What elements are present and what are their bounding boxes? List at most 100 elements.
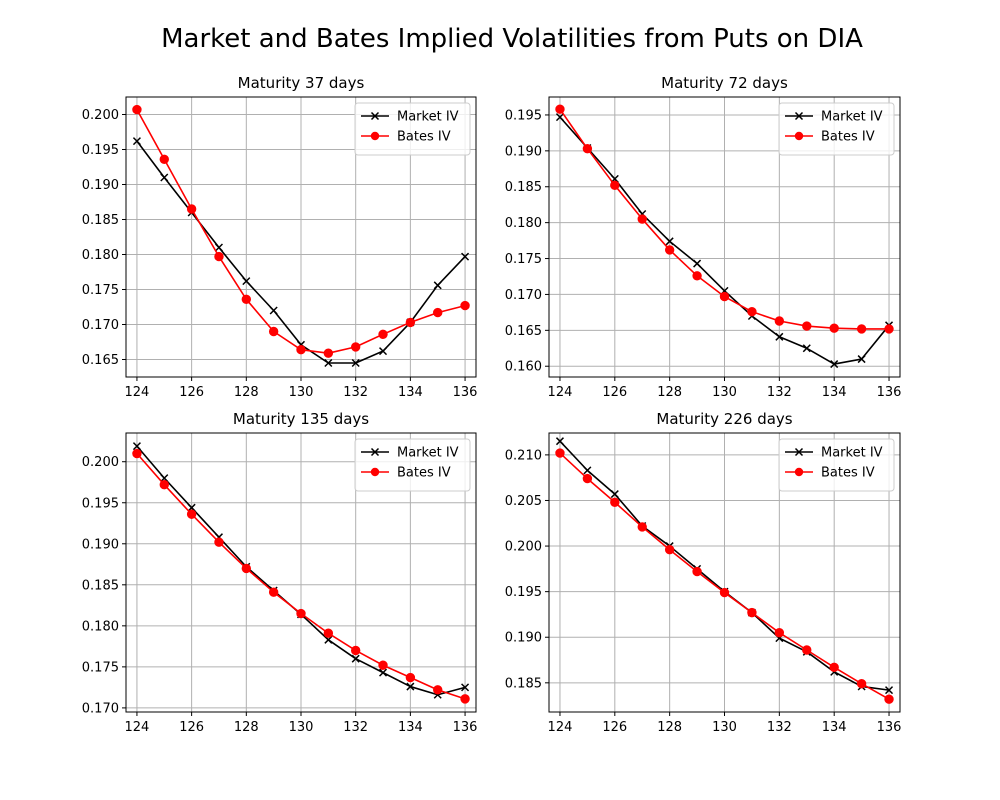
x-tick-label: 128 — [234, 720, 259, 735]
data-point — [802, 321, 812, 331]
series-bates-iv — [132, 448, 470, 704]
x-tick-label: 136 — [877, 720, 902, 735]
x-tick-label: 132 — [343, 720, 368, 735]
y-tick-label: 0.195 — [82, 496, 119, 511]
y-tick-label: 0.180 — [82, 619, 119, 634]
x-tick-label: 132 — [343, 385, 368, 400]
y-tick-label: 0.185 — [82, 213, 119, 228]
data-point — [323, 628, 334, 638]
x-tick-label: 128 — [234, 385, 259, 400]
data-point — [379, 347, 388, 356]
x-tick-label: 130 — [712, 385, 737, 400]
subplots: 124 126 128 130 132 134 136 0.165 0.170 0.175 0.18… — [82, 74, 902, 735]
legend-label: Bates IV — [397, 466, 451, 481]
y-tick-label: 0.175 — [82, 283, 119, 298]
y-tick-label: 0.175 — [505, 252, 542, 267]
data-point — [885, 686, 894, 695]
x-tick-label: 124 — [548, 385, 573, 400]
y-tick-label: 0.195 — [505, 108, 542, 123]
data-point — [774, 316, 785, 326]
data-point — [268, 326, 279, 337]
data-point — [747, 306, 757, 317]
legend-item: Bates IV — [785, 130, 875, 145]
data-point — [160, 474, 169, 483]
x-tick-label: 136 — [453, 385, 478, 400]
subplot-title: Maturity 226 days — [656, 410, 792, 428]
legend: Market IV Bates IV — [354, 438, 471, 492]
data-point — [132, 448, 142, 459]
legend-item: Market IV — [785, 446, 883, 461]
legend-item: Market IV — [785, 110, 883, 125]
data-point — [637, 522, 647, 532]
x-tick-label: 134 — [398, 385, 423, 400]
data-point — [802, 645, 812, 655]
y-tick-label: 0.200 — [82, 108, 119, 123]
data-point — [693, 259, 702, 268]
data-point — [856, 324, 867, 334]
data-point — [351, 654, 360, 663]
legend-marker — [370, 131, 380, 141]
y-tick-label: 0.160 — [505, 360, 542, 375]
axes-frame — [548, 96, 901, 378]
data-point — [350, 645, 361, 656]
data-point — [350, 342, 361, 352]
x-tick-label: 124 — [548, 720, 573, 735]
y-tick-label: 0.180 — [505, 216, 542, 231]
data-point — [775, 332, 784, 341]
data-point — [214, 251, 224, 262]
data-point — [637, 214, 647, 224]
data-point — [351, 358, 360, 368]
data-point — [159, 154, 169, 165]
data-point — [186, 509, 197, 519]
subplot-1: 124 126 128 130 132 134 136 0.165 0.170 0.175 0.18… — [82, 74, 478, 400]
axes-frame — [125, 96, 477, 378]
data-point — [884, 324, 894, 334]
data-point — [719, 587, 730, 598]
y-tick-label: 0.185 — [505, 180, 542, 195]
data-point — [241, 563, 252, 574]
data-point — [829, 323, 839, 333]
data-point — [610, 180, 620, 191]
legend-item: Bates IV — [785, 466, 875, 481]
data-point — [461, 683, 470, 692]
subplot-2: 124 126 128 130 132 134 136 0.160 0.165 0.170 0.17… — [505, 74, 902, 400]
x-tick-label: 130 — [289, 385, 314, 400]
data-point — [884, 694, 894, 704]
data-point — [830, 360, 839, 369]
subplot-title: Maturity 37 days — [238, 74, 365, 92]
data-point — [186, 204, 197, 214]
data-point — [159, 479, 169, 490]
data-point — [856, 679, 867, 689]
x-tick-label: 130 — [712, 720, 737, 735]
series-bates-iv — [555, 448, 894, 704]
data-point — [829, 662, 839, 673]
legend-label: Market IV — [821, 110, 883, 125]
data-point — [719, 291, 730, 302]
legend-marker — [370, 111, 380, 121]
data-point — [433, 685, 443, 695]
data-point — [665, 237, 674, 246]
y-tick-label: 0.170 — [82, 701, 119, 716]
legend-item: Bates IV — [361, 466, 451, 481]
legend-item: Market IV — [361, 446, 459, 461]
data-point — [582, 143, 593, 154]
y-tick-label: 0.205 — [505, 494, 542, 509]
x-tick-label: 134 — [822, 385, 847, 400]
x-tick-label: 124 — [125, 385, 150, 400]
legend-label: Bates IV — [821, 466, 875, 481]
grid — [126, 433, 476, 712]
x-tick-label: 124 — [125, 720, 150, 735]
data-point — [241, 294, 252, 304]
data-point — [460, 694, 470, 704]
legend-label: Market IV — [397, 110, 459, 125]
data-point — [583, 466, 592, 475]
y-tick-label: 0.190 — [82, 178, 119, 193]
data-point — [802, 344, 811, 353]
data-point — [433, 281, 442, 290]
data-point — [406, 682, 415, 691]
data-point — [160, 173, 169, 182]
y-tick-label: 0.170 — [505, 288, 542, 303]
data-point — [379, 668, 388, 677]
legend-item: Bates IV — [361, 130, 451, 145]
y-tick-label: 0.190 — [505, 631, 542, 646]
